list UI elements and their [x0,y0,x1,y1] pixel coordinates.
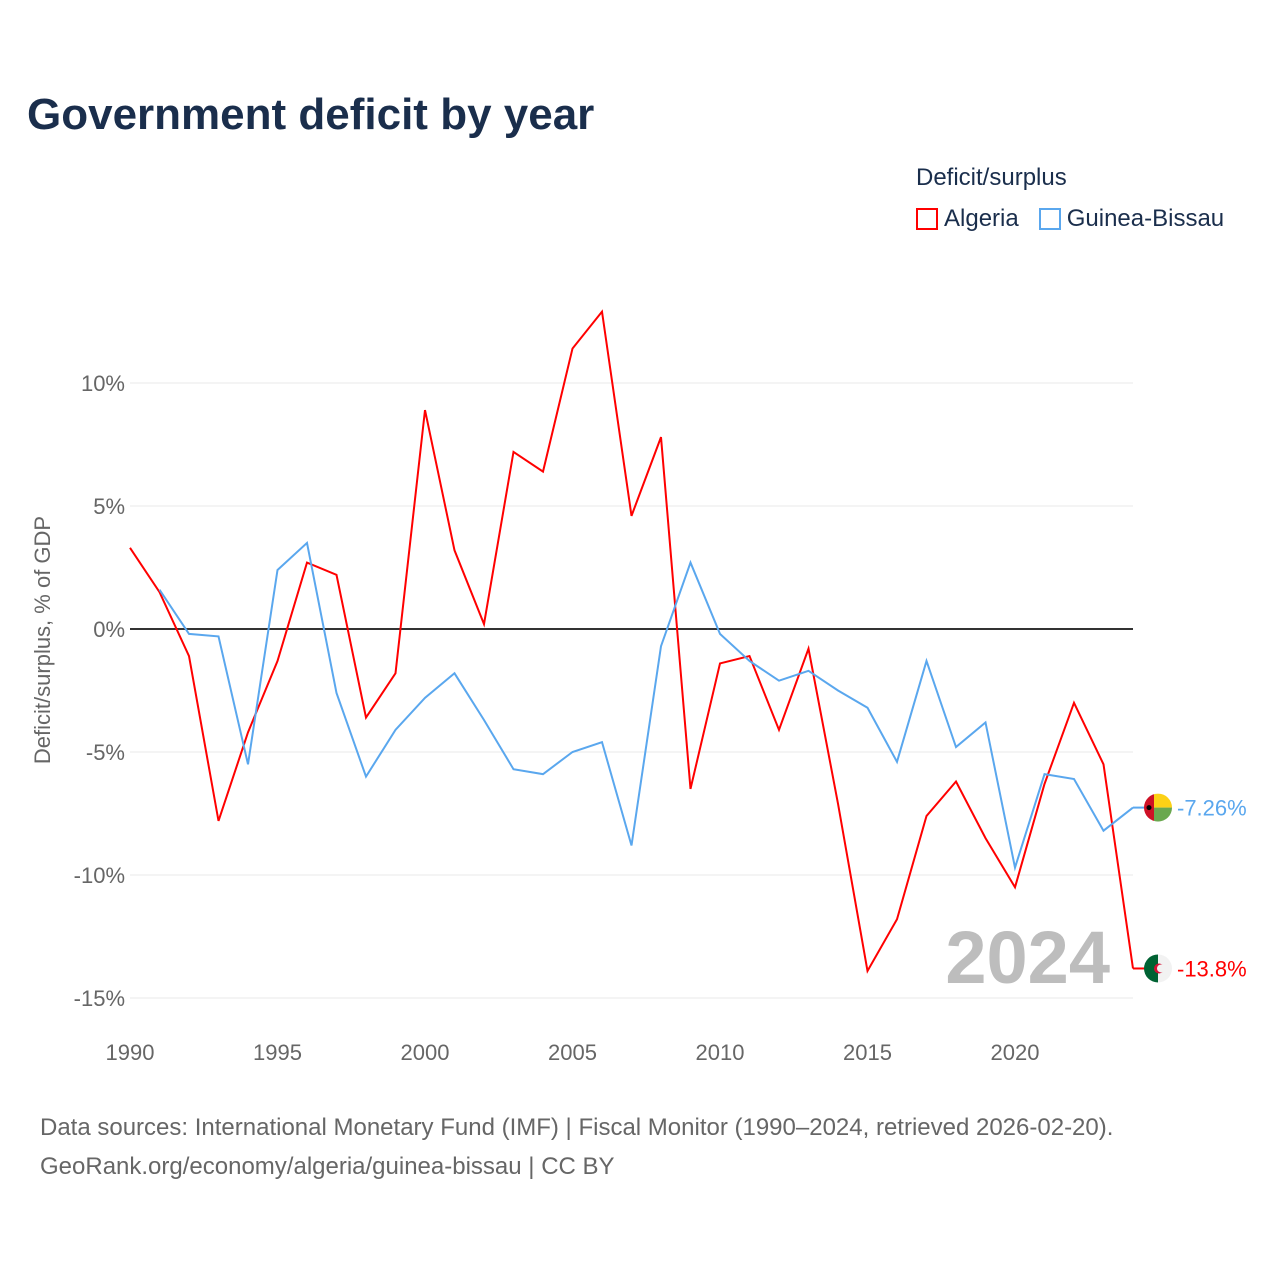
legend-swatch-guinea-bissau [1038,208,1061,230]
footer: Data sources: International Monetary Fun… [40,1108,1113,1186]
legend-item-algeria[interactable]: Algeria [916,205,1019,233]
y-tick-label: 10% [81,371,125,396]
footer-sources: Data sources: International Monetary Fun… [40,1114,1114,1141]
x-tick-label: 1995 [253,1040,302,1065]
legend-label: Algeria [944,205,1019,232]
legend-swatch-algeria [916,208,938,230]
guinea-bissau-flag-icon [1144,793,1172,822]
legend-title: Deficit/surplus [916,164,1067,191]
chart-title: Government deficit by year [27,90,595,139]
x-tick-label: 2005 [548,1040,597,1065]
y-tick-label: -5% [86,740,125,765]
y-tick-label: -15% [74,986,125,1011]
y-tick-label: -10% [74,863,125,888]
footer-link[interactable]: GeoRank.org/economy/algeria/guinea-bissa… [40,1153,615,1180]
end-value-label: -7.26% [1177,796,1247,821]
x-tick-label: 1990 [106,1040,155,1065]
y-tick-label: 0% [93,617,125,642]
legend-label: Guinea-Bissau [1066,205,1225,232]
legend-item-guinea-bissau[interactable]: Guinea-Bissau [1038,205,1225,233]
year-watermark: 2024 [945,916,1110,999]
legend: Algeria Guinea-Bissau [916,205,1224,233]
x-tick-label: 2015 [843,1040,892,1065]
y-axis-label: Deficit/surplus, % of GDP [30,516,55,764]
end-value-label: -13.8% [1177,956,1247,981]
x-tick-label: 2000 [401,1040,450,1065]
y-tick-label: 5% [93,494,125,519]
series-line-guinea-bissau [158,540,1134,872]
x-tick-label: 2020 [991,1040,1040,1065]
x-tick-label: 2010 [696,1040,745,1065]
algeria-flag-icon [1144,954,1172,983]
series-line-algeria [129,309,1134,974]
